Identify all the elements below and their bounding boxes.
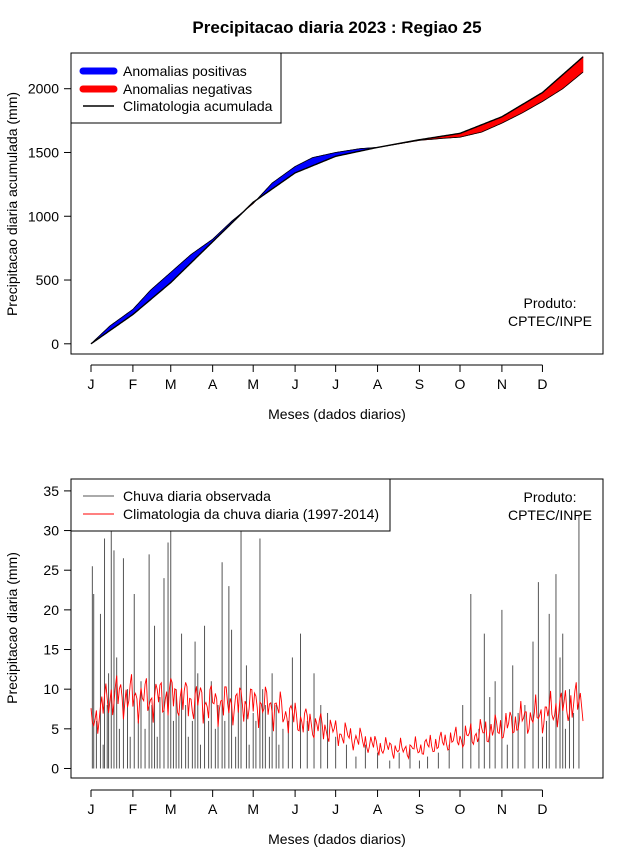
panel2-ytick-label: 10 xyxy=(43,681,59,697)
panel1-xtick-label: A xyxy=(373,376,383,392)
daily-climatology-path xyxy=(90,674,584,760)
panel1-xtick-label: S xyxy=(415,376,424,392)
panel2-xtick-label: M xyxy=(247,801,259,817)
panel1-xtick-label: O xyxy=(455,376,466,392)
panel1-xtick-label: F xyxy=(129,376,138,392)
panel1-ytick-label: 2000 xyxy=(28,81,59,97)
panel2-ytick-label: 35 xyxy=(43,483,59,499)
panel1-xtick-label: M xyxy=(165,376,177,392)
panel1-legend: Anomalias positivas Anomalias negativas … xyxy=(70,52,282,124)
panel1-ytick-label: 0 xyxy=(51,336,59,352)
panel2-y-axis: 0 5 10 15 20 25 30 35 xyxy=(43,483,71,776)
panel2-xtick-label: D xyxy=(537,801,547,817)
cumulative-lines xyxy=(90,56,584,345)
panel1-xtick-label: A xyxy=(208,376,218,392)
panel1-xtick-label: M xyxy=(247,376,259,392)
panel2-y-axis-label: Precipitacao diaria (mm) xyxy=(4,552,20,704)
panel2-ytick-label: 30 xyxy=(43,523,59,539)
panel1-frame xyxy=(70,52,604,355)
legend-label-negative: Anomalias negativas xyxy=(123,81,252,97)
panel1-ytick-label: 1000 xyxy=(28,208,59,224)
panel2-ytick-label: 0 xyxy=(51,760,59,776)
panel2-x-axis-label: Meses (dados diarios) xyxy=(268,831,406,847)
observed-cumulative-line xyxy=(90,71,584,345)
panel2-ytick-label: 20 xyxy=(43,602,59,618)
panel2-ytick-label: 5 xyxy=(51,721,59,737)
panel2-legend: Chuva diaria observada Climatologia da c… xyxy=(70,478,391,532)
climatology-cumulative-line xyxy=(90,56,584,345)
panel1-xtick-label: D xyxy=(537,376,547,392)
panel2-product-label: Produto: xyxy=(524,489,577,505)
panel2-product-source: CPTEC/INPE xyxy=(508,507,592,523)
panel2-xtick-label: A xyxy=(208,801,218,817)
panel1-ytick-label: 1500 xyxy=(28,144,59,160)
panel1-xtick-label: N xyxy=(497,376,507,392)
legend-label-observed: Chuva diaria observada xyxy=(123,488,271,504)
panel2-xtick-label: N xyxy=(497,801,507,817)
panel1-xtick-label: J xyxy=(292,376,299,392)
panel2-ytick-label: 15 xyxy=(43,642,59,658)
accumulated-precipitation-panel: 0 500 1000 1500 2000 J F M A M J J A S O N D Precipitac… xyxy=(4,52,604,422)
daily-precipitation-panel: 0 5 10 15 20 25 30 35 J F M A M J J A S O N D Precipitacao… xyxy=(4,478,604,847)
observed-daily-bars xyxy=(91,514,580,769)
panel2-xtick-label: O xyxy=(455,801,466,817)
panel1-x-axis-label: Meses (dados diarios) xyxy=(268,406,406,422)
panel1-product-label: Produto: xyxy=(524,295,577,311)
panel1-ytick-label: 500 xyxy=(36,272,60,288)
daily-climatology-line xyxy=(90,674,584,760)
chart-title: Precipitacao diaria 2023 : Regiao 25 xyxy=(192,18,481,37)
panel2-xtick-label: J xyxy=(332,801,339,817)
panel2-xtick-label: S xyxy=(415,801,424,817)
panel2-xtick-label: J xyxy=(88,801,95,817)
panel1-product-source: CPTEC/INPE xyxy=(508,313,592,329)
legend-label-positive: Anomalias positivas xyxy=(123,63,247,79)
panel2-xtick-label: J xyxy=(292,801,299,817)
panel1-y-axis: 0 500 1000 1500 2000 xyxy=(28,81,71,352)
negative-anomaly-segment xyxy=(581,56,584,74)
panel1-xtick-label: J xyxy=(88,376,95,392)
panel1-y-axis-label: Precipitacao diaria acumulada (mm) xyxy=(4,92,20,316)
panel2-xtick-label: M xyxy=(165,801,177,817)
panel2-ytick-label: 25 xyxy=(43,562,59,578)
panel1-xtick-label: J xyxy=(332,376,339,392)
panel2-legend-box xyxy=(70,478,391,532)
panel2-xtick-label: A xyxy=(373,801,383,817)
legend-label-daily-climatology: Climatologia da chuva diaria (1997-2014) xyxy=(123,506,379,522)
legend-label-climatology: Climatologia acumulada xyxy=(123,98,273,114)
panel2-xtick-label: F xyxy=(129,801,138,817)
